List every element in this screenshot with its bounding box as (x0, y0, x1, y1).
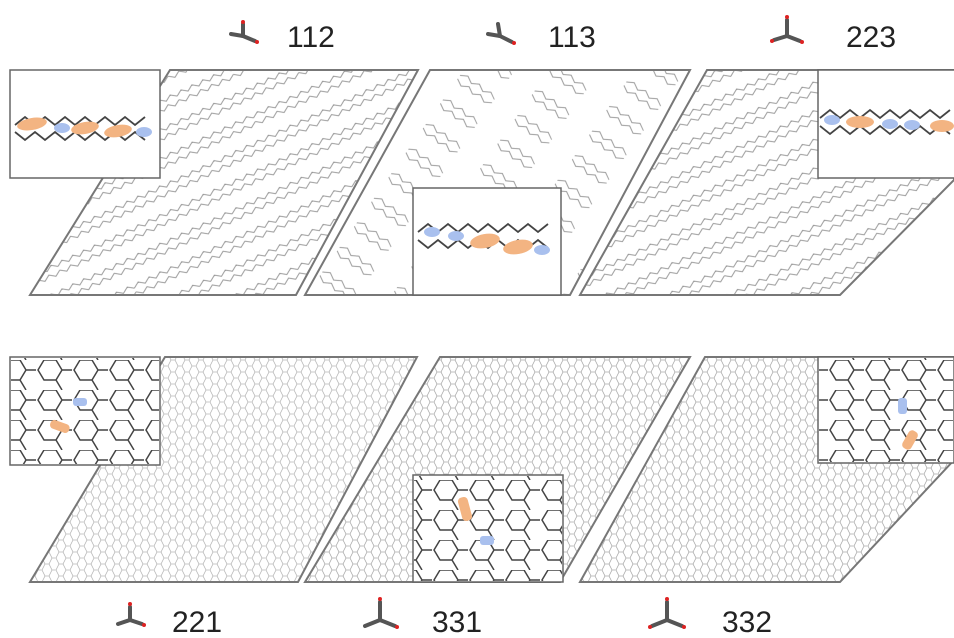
panel-label: 221 (172, 606, 222, 638)
figure: 112 113 223 221 331 332 (0, 0, 954, 638)
panel-label: 113 (548, 21, 596, 54)
inset (10, 357, 160, 465)
panel-label: 332 (722, 606, 772, 638)
inset (413, 475, 563, 582)
inset (10, 70, 160, 178)
panel-label: 112 (287, 21, 335, 54)
panel-label: 223 (846, 21, 896, 54)
inset (818, 357, 954, 463)
inset (818, 70, 954, 178)
panel-label: 331 (432, 606, 482, 638)
inset (413, 188, 561, 295)
